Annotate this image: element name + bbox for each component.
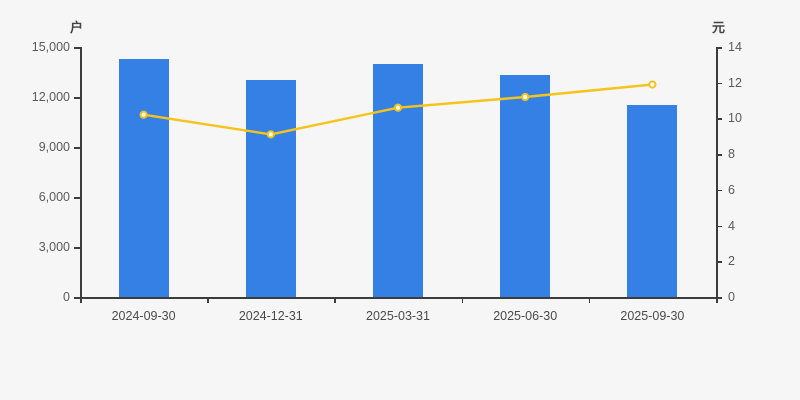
left-tick-mark xyxy=(74,97,80,99)
left-axis-line xyxy=(80,47,82,298)
right-tick-label: 4 xyxy=(728,218,735,233)
right-tick-mark xyxy=(716,261,722,263)
left-tick-label: 6,000 xyxy=(38,190,70,204)
right-tick-mark xyxy=(716,82,722,85)
left-tick-label: 12,000 xyxy=(31,90,70,104)
right-tick-mark xyxy=(716,225,722,228)
right-tick-label: 12 xyxy=(728,75,742,90)
x-tick-mark xyxy=(207,297,209,303)
left-axis-unit-label: 户 xyxy=(70,20,84,35)
right-tick-label: 14 xyxy=(728,40,742,54)
bar-2025-09-30[interactable] xyxy=(627,105,678,297)
left-tick-label: 15,000 xyxy=(31,40,70,54)
right-tick-label: 0 xyxy=(728,290,735,304)
x-tick-mark xyxy=(334,297,336,303)
left-tick-mark xyxy=(74,197,80,199)
x-axis-label-2025-09-30: 2025-09-30 xyxy=(620,309,685,323)
x-axis-label-2024-12-31: 2024-12-31 xyxy=(238,309,303,323)
right-tick-label: 6 xyxy=(728,182,735,197)
right-tick-label: 10 xyxy=(728,111,742,126)
right-tick-label: 2 xyxy=(728,254,735,269)
right-tick-mark xyxy=(716,47,722,49)
left-tick-label: 9,000 xyxy=(38,140,70,154)
bar-2024-09-30[interactable] xyxy=(118,58,169,297)
bar-2025-06-30[interactable] xyxy=(500,75,551,297)
left-tick-mark xyxy=(74,47,80,49)
right-tick-mark xyxy=(716,297,722,299)
x-axis-label-2024-09-30: 2024-09-30 xyxy=(111,309,176,323)
left-tick-mark xyxy=(74,247,80,249)
bar-2025-03-31[interactable] xyxy=(373,63,423,297)
right-tick-label: 8 xyxy=(728,147,735,162)
right-axis-line xyxy=(716,47,718,298)
left-tick-mark xyxy=(74,147,80,149)
x-axis-label-2025-03-31: 2025-03-31 xyxy=(366,309,430,323)
left-tick-mark xyxy=(74,297,80,299)
right-tick-mark xyxy=(716,154,722,156)
bar-2024-12-31[interactable] xyxy=(245,80,296,297)
right-axis-unit-label: 元 xyxy=(712,20,726,35)
right-tick-mark xyxy=(716,118,722,120)
x-tick-mark xyxy=(588,297,591,303)
x-axis-line xyxy=(80,297,718,299)
x-tick-mark xyxy=(716,297,718,303)
line-point-2025-09-30[interactable] xyxy=(648,80,657,89)
x-axis-label-2025-06-30: 2025-06-30 xyxy=(493,309,558,323)
left-tick-label: 3,000 xyxy=(38,240,70,254)
x-tick-mark xyxy=(461,297,464,303)
x-tick-mark xyxy=(80,297,82,303)
right-tick-mark xyxy=(716,189,722,192)
left-tick-label: 0 xyxy=(63,290,70,304)
